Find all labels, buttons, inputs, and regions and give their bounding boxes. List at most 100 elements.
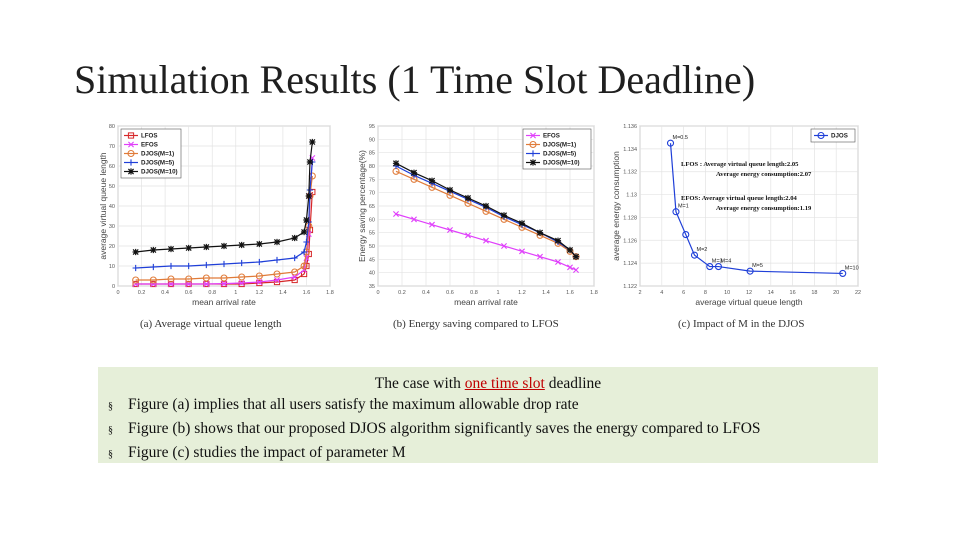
summary-heading-highlight: one time slot bbox=[464, 375, 545, 392]
bullet-text-1: Figure (a) implies that all users satisf… bbox=[128, 396, 579, 413]
data-point bbox=[238, 259, 245, 267]
legend-label: DJOS(M=5) bbox=[543, 151, 576, 158]
figure-a: 0 0.2 0.4 0.6 0.8 1 1.2 1.4 1.6 1.8 0 10 20 30 40 50 60 7… bbox=[96, 118, 341, 307]
annotation-efos-line1: EFOS: Average virtual queue length:2.04 bbox=[681, 195, 798, 202]
data-point bbox=[220, 260, 228, 268]
data-point bbox=[167, 275, 175, 283]
data-point bbox=[482, 202, 490, 210]
data-point bbox=[500, 212, 508, 219]
data-point bbox=[150, 246, 157, 254]
data-point bbox=[429, 221, 435, 228]
y-tick-label: 65 bbox=[369, 204, 375, 210]
data-point bbox=[149, 276, 157, 284]
data-point bbox=[690, 251, 699, 259]
bullet-text-3: Figure (c) studies the impact of paramet… bbox=[128, 444, 406, 461]
point-label: M=2 bbox=[697, 247, 708, 253]
x-tick-label: 1.4 bbox=[542, 290, 550, 296]
data-point bbox=[300, 248, 308, 256]
data-point bbox=[256, 258, 263, 266]
x-tick-label: 16 bbox=[790, 290, 796, 296]
legend-label: DJOS(M=1) bbox=[141, 151, 174, 158]
data-point bbox=[566, 246, 574, 254]
y-tick-label: 0 bbox=[112, 284, 115, 290]
chart-a-svg: 0 0.2 0.4 0.6 0.8 1 1.2 1.4 1.6 1.8 0 10 20 30 40 50 60 7… bbox=[98, 124, 334, 307]
x-axis-label: mean arrival rate bbox=[192, 297, 256, 307]
data-point bbox=[706, 263, 714, 271]
data-point bbox=[501, 243, 507, 249]
bullet-mark-icon: § bbox=[108, 425, 113, 436]
data-point bbox=[465, 232, 471, 239]
data-point bbox=[132, 276, 140, 284]
y-tick-label: 40 bbox=[109, 204, 115, 210]
x-axis-label: mean arrival rate bbox=[454, 297, 518, 307]
y-tick-label: 55 bbox=[369, 231, 375, 237]
legend-marker bbox=[529, 150, 537, 157]
data-point bbox=[185, 281, 192, 287]
data-point bbox=[220, 242, 228, 250]
legend-marker bbox=[529, 159, 537, 166]
y-tick-label: 90 bbox=[369, 137, 375, 143]
data-point bbox=[393, 211, 399, 217]
data-point bbox=[428, 177, 436, 184]
legend-label: DJOS(M=10) bbox=[543, 160, 580, 167]
data-point bbox=[572, 253, 580, 260]
data-point bbox=[309, 138, 316, 146]
legend-marker bbox=[127, 168, 135, 175]
data-point bbox=[132, 264, 139, 272]
y-tick-label: 70 bbox=[369, 191, 375, 197]
data-point bbox=[573, 267, 579, 273]
y-tick-label: 75 bbox=[369, 177, 375, 183]
y-tick-label: 35 bbox=[369, 284, 375, 290]
data-point bbox=[306, 186, 314, 194]
annotation-lfos-line1: LFOS : Average virtual queue length:2.05 bbox=[681, 161, 799, 168]
data-point bbox=[167, 262, 175, 270]
figure-c-caption: (c) Impact of M in the DJOS bbox=[678, 318, 805, 330]
legend-label: DJOS(M=1) bbox=[543, 142, 576, 149]
x-tick-label: 20 bbox=[833, 290, 839, 296]
x-tick-label: 0 bbox=[376, 290, 379, 296]
y-tick-label: 30 bbox=[109, 224, 115, 230]
chart-c-svg: 2 4 6 8 10 12 14 16 18 20 22 1.122 1.124 1.126 1.128 1.… bbox=[611, 124, 861, 307]
data-point bbox=[238, 280, 245, 288]
data-point bbox=[238, 241, 245, 249]
data-point bbox=[291, 274, 298, 280]
bullet-item-1: § Figure (a) implies that all users satis… bbox=[108, 394, 868, 418]
x-tick-label: 0.6 bbox=[446, 290, 454, 296]
x-tick-label: 8 bbox=[704, 290, 707, 296]
point-label: M=0.5 bbox=[673, 135, 688, 141]
data-point bbox=[221, 280, 227, 287]
data-point bbox=[167, 245, 175, 253]
data-point bbox=[238, 280, 245, 286]
y-tick-label: 95 bbox=[369, 124, 375, 130]
data-point bbox=[411, 216, 417, 223]
data-point bbox=[256, 279, 263, 287]
x-tick-label: 1.6 bbox=[566, 290, 574, 296]
y-tick-label: 70 bbox=[109, 144, 115, 150]
x-tick-label: 10 bbox=[724, 290, 730, 296]
y-tick-label: 40 bbox=[369, 271, 375, 277]
data-point bbox=[303, 216, 310, 224]
data-point bbox=[714, 263, 723, 271]
bullet-item-2: § Figure (b) shows that our proposed DJOS… bbox=[108, 418, 868, 442]
slide-title: Simulation Results (1 Time Slot Deadline… bbox=[74, 57, 756, 102]
figure-a-caption: (a) Average virtual queue length bbox=[140, 318, 282, 330]
data-point bbox=[746, 267, 754, 275]
x-tick-label: 0.4 bbox=[422, 290, 430, 296]
y-tick-label: 10 bbox=[109, 264, 115, 270]
legend-label: EFOS bbox=[141, 142, 158, 149]
bullet-text-2: Figure (b) shows that our proposed DJOS … bbox=[128, 420, 761, 437]
data-point bbox=[306, 158, 314, 166]
data-point bbox=[274, 277, 280, 283]
data-point bbox=[291, 254, 298, 262]
y-tick-label: 60 bbox=[369, 217, 375, 223]
series-line bbox=[135, 175, 313, 281]
x-axis-label: average virtual queue length bbox=[695, 297, 803, 307]
data-point bbox=[300, 228, 308, 236]
data-point bbox=[132, 248, 139, 256]
y-tick-label: 85 bbox=[369, 151, 375, 157]
legend-label: LFOS bbox=[141, 133, 158, 140]
bullet-mark-icon: § bbox=[108, 449, 113, 460]
x-tick-label: 1.8 bbox=[590, 290, 598, 296]
x-tick-label: 14 bbox=[768, 290, 774, 296]
data-point bbox=[185, 262, 192, 270]
